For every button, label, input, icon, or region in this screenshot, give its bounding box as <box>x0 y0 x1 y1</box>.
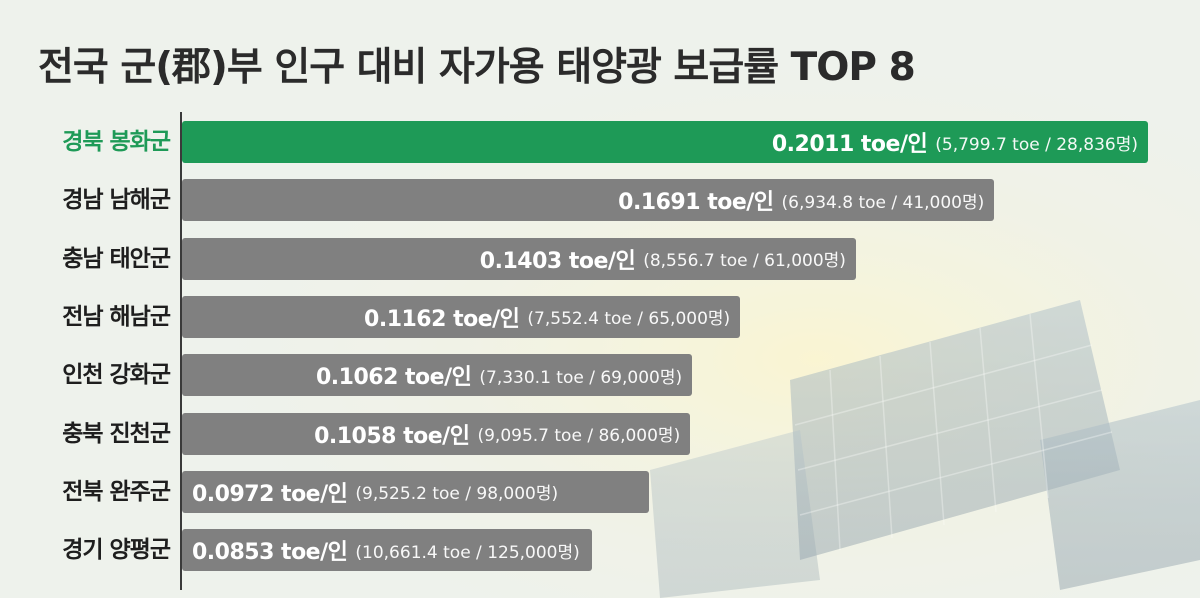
bar: 0.1162 toe/인 (7,552.4 toe / 65,000명) <box>182 295 741 338</box>
bar-row: 전남 해남군 0.1162 toe/인 (7,552.4 toe / 65,000명… <box>0 295 1200 338</box>
value-label: 0.1403 toe/인 <box>479 248 636 274</box>
chart-title: 전국 군(郡)부 인구 대비 자가용 태양광 보급률 TOP 8 <box>38 45 916 90</box>
bar-row: 인천 강화군 0.1062 toe/인 (7,330.1 toe / 69,000명… <box>0 354 1200 397</box>
value-detail: (9,095.7 toe / 86,000명) <box>477 426 681 446</box>
value-detail: (9,525.2 toe / 98,000명) <box>355 484 559 505</box>
bar: 0.1062 toe/인 (7,330.1 toe / 69,000명) <box>182 354 693 397</box>
value-detail: (6,934.8 toe / 41,000명) <box>781 192 985 213</box>
bar-row: 전북 완주군 0.0972 toe/인 (9,525.2 toe / 98,000명… <box>0 470 1200 513</box>
category-label: 충남 태안군 <box>62 245 171 272</box>
value-label: 0.2011 toe/인 <box>771 132 928 157</box>
bar: 0.1691 toe/인 (6,934.8 toe / 41,000명) <box>182 179 995 222</box>
category-label: 경기 양평군 <box>62 537 171 564</box>
bar: 0.0972 toe/인 (9,525.2 toe / 98,000명) <box>182 470 649 513</box>
value-label: 0.0972 toe/인 <box>192 481 348 507</box>
value-detail: (8,556.7 toe / 61,000명) <box>643 251 846 272</box>
value-label: 0.1062 toe/인 <box>315 365 472 391</box>
category-label: 인천 강화군 <box>62 362 171 389</box>
value-label: 0.0853 toe/인 <box>192 540 348 566</box>
bar: 0.1058 toe/인 (9,095.7 toe / 86,000명) <box>182 412 691 455</box>
bar-row: 경북 봉화군 0.2011 toe/인 (5,799.7 toe / 28,836명… <box>0 121 1200 163</box>
y-axis-line <box>180 112 182 590</box>
value-detail: (5,799.7 toe / 28,836명) <box>935 134 1138 155</box>
value-detail: (10,661.4 toe / 125,000명) <box>355 542 580 563</box>
value-detail: (7,330.1 toe / 69,000명) <box>479 367 683 388</box>
bar-row: 충북 진천군 0.1058 toe/인 (9,095.7 toe / 86,000명… <box>0 412 1200 455</box>
category-label: 전남 해남군 <box>62 303 171 330</box>
bar-row: 경남 남해군 0.1691 toe/인 (6,934.8 toe / 41,000명… <box>0 179 1200 222</box>
value-label: 0.1162 toe/인 <box>364 306 520 332</box>
category-label: 전북 완주군 <box>62 478 171 505</box>
value-detail: (7,552.4 toe / 65,000명) <box>527 309 731 330</box>
bar: 0.2011 toe/인 (5,799.7 toe / 28,836명) <box>182 121 1148 163</box>
bar: 0.1403 toe/인 (8,556.7 toe / 61,000명) <box>182 237 856 280</box>
category-label: 경북 봉화군 <box>62 129 171 155</box>
value-label: 0.1058 toe/인 <box>314 423 470 449</box>
bar: 0.0853 toe/인 (10,661.4 toe / 125,000명) <box>182 529 592 572</box>
category-label: 경남 남해군 <box>62 187 171 214</box>
bar-row: 경기 양평군 0.0853 toe/인 (10,661.4 toe / 125,00… <box>0 529 1200 572</box>
category-label: 충북 진천군 <box>62 420 171 447</box>
bar-row: 충남 태안군 0.1403 toe/인 (8,556.7 toe / 61,000명… <box>0 237 1200 280</box>
value-label: 0.1691 toe/인 <box>618 190 774 216</box>
